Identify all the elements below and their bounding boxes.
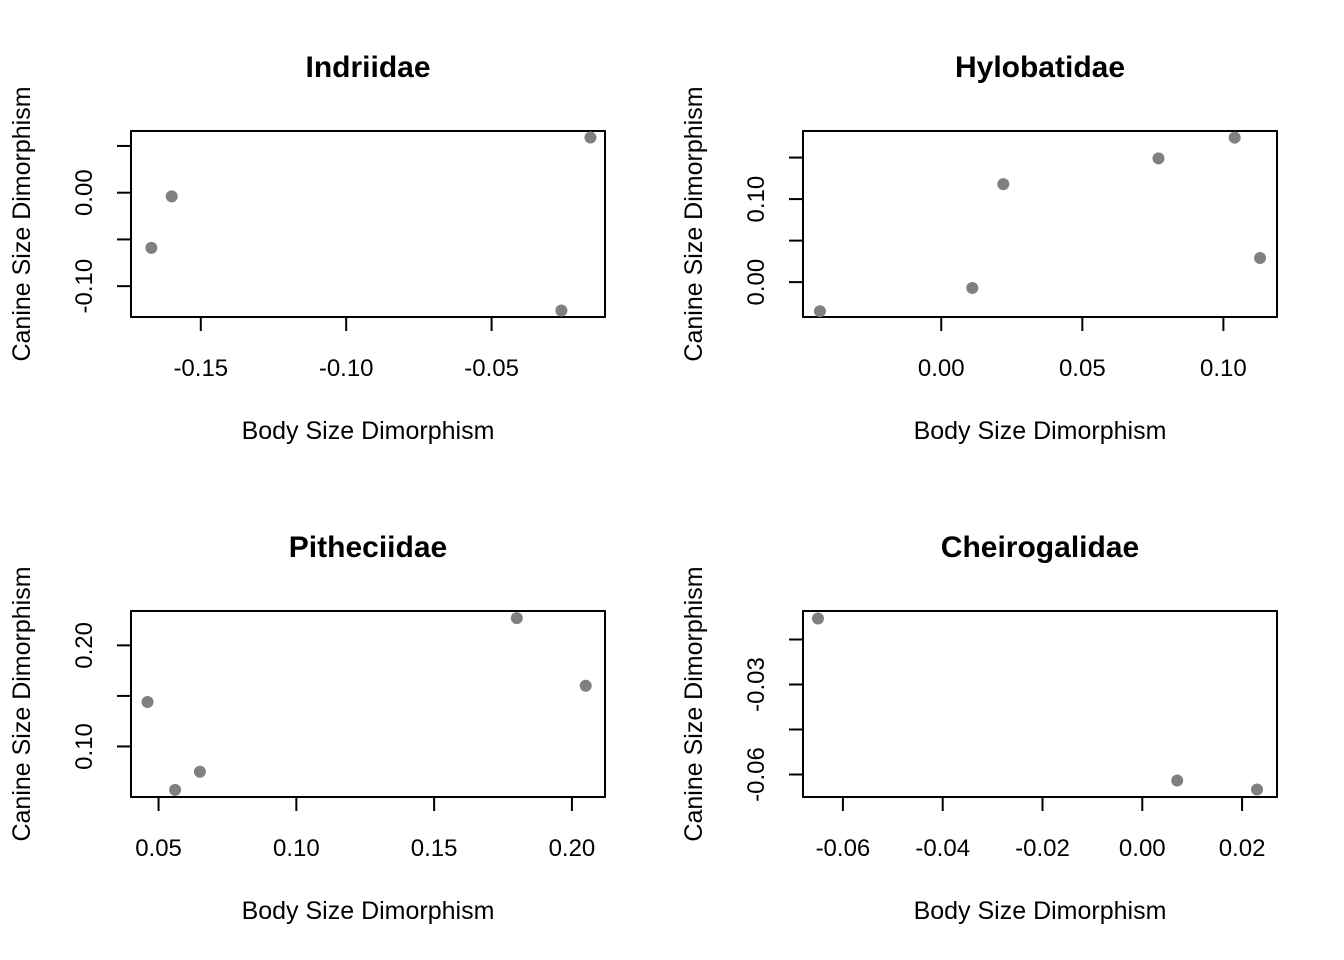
panel-title: Cheirogalidae	[941, 531, 1139, 564]
y-tick-label: 0.10	[743, 176, 770, 223]
panel-title: Hylobatidae	[955, 51, 1125, 84]
x-tick-label: 0.00	[1119, 835, 1166, 862]
y-tick-label: 0.20	[71, 622, 98, 669]
data-point	[193, 765, 206, 778]
y-axis-label: Canine Size Dimorphism	[680, 86, 708, 361]
x-tick-label: 0.15	[411, 835, 458, 862]
data-point	[555, 304, 568, 317]
y-tick-label: 0.00	[71, 169, 98, 216]
x-axis-label: Body Size Dimorphism	[914, 417, 1167, 445]
scatter-panel-3: Pitheciidae 0.05 0.10 0.15 0.20 0.10 0.20 Body …	[8, 531, 606, 925]
y-tick-label: 0.10	[71, 723, 98, 770]
plot-frame	[802, 130, 1278, 318]
data-point	[584, 131, 597, 144]
x-tick-label: -0.05	[464, 355, 519, 382]
data-point	[169, 783, 182, 796]
x-tick-label: -0.02	[1015, 835, 1070, 862]
data-point	[1152, 152, 1165, 165]
plot-frame	[130, 130, 606, 318]
x-tick-label: 0.10	[1200, 355, 1247, 382]
x-tick-label: 0.02	[1219, 835, 1266, 862]
y-axis-label: Canine Size Dimorphism	[8, 86, 36, 361]
plot-frame	[802, 610, 1278, 798]
x-tick-label: 0.20	[549, 835, 596, 862]
y-axis-label: Canine Size Dimorphism	[680, 566, 708, 841]
scatter-panel-4: Cheirogalidae -0.06 -0.04 -0.02 0.00 0.02 -0.0…	[680, 531, 1278, 925]
x-tick-label: -0.04	[915, 835, 970, 862]
panel-title: Indriidae	[305, 51, 430, 84]
data-point	[165, 190, 178, 203]
x-tick-label: 0.05	[1059, 355, 1106, 382]
x-axis-label: Body Size Dimorphism	[242, 897, 495, 925]
x-tick-label: -0.15	[173, 355, 228, 382]
x-axis-label: Body Size Dimorphism	[914, 897, 1167, 925]
x-tick-label: -0.06	[816, 835, 871, 862]
scatter-panel-1: Indriidae -0.15 -0.10 -0.05 0.00 -0.10 Body Si…	[8, 51, 606, 445]
data-point	[997, 178, 1010, 191]
data-point	[579, 679, 592, 692]
x-tick-label: 0.05	[135, 835, 182, 862]
panel-title: Pitheciidae	[289, 531, 447, 564]
y-tick-label: -0.06	[743, 747, 770, 802]
data-point	[811, 612, 824, 625]
data-point	[1251, 783, 1264, 796]
data-point	[813, 305, 826, 318]
x-tick-label: 0.10	[273, 835, 320, 862]
x-tick-label: 0.00	[918, 355, 965, 382]
data-point	[1228, 131, 1241, 144]
x-tick-label: -0.10	[319, 355, 374, 382]
data-point	[966, 281, 979, 294]
data-point	[145, 241, 158, 254]
data-point	[1254, 252, 1267, 265]
scatter-panel-2: Hylobatidae 0.00 0.05 0.10 0.00 0.10 Body Size…	[680, 51, 1278, 445]
data-point	[1171, 774, 1184, 787]
data-point	[510, 612, 523, 625]
y-axis-label: Canine Size Dimorphism	[8, 566, 36, 841]
data-point	[141, 695, 154, 708]
y-tick-label: 0.00	[743, 259, 770, 306]
y-tick-label: -0.03	[743, 657, 770, 712]
y-tick-label: -0.10	[71, 259, 98, 314]
x-axis-label: Body Size Dimorphism	[242, 417, 495, 445]
